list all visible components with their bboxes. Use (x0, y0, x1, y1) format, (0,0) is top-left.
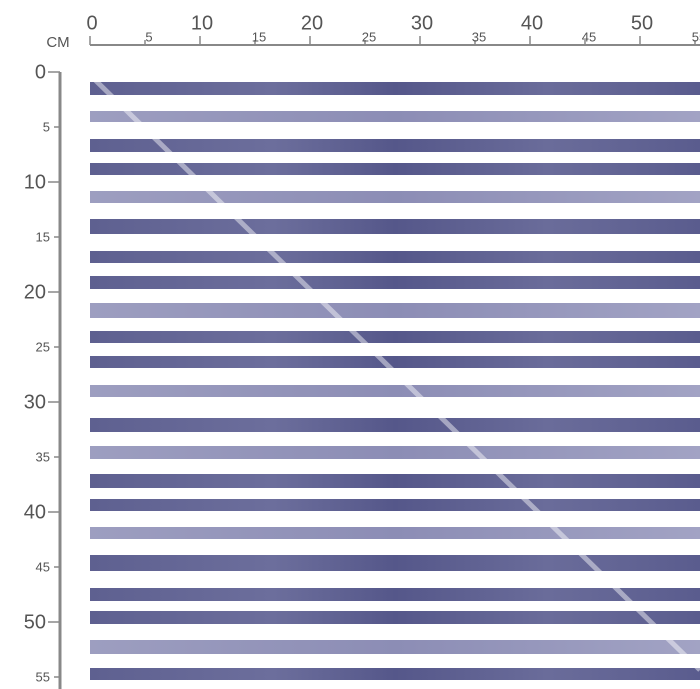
y-tick-label: 45 (36, 559, 50, 574)
stripe (90, 640, 700, 654)
stripe (90, 474, 700, 488)
y-tick-label: 5 (43, 119, 50, 134)
stripe (90, 163, 700, 175)
stripe-pattern (90, 82, 700, 680)
y-tick-label: 10 (24, 171, 46, 193)
y-tick-label: 0 (35, 61, 46, 83)
stripe (90, 446, 700, 459)
stripe (90, 356, 700, 368)
x-tick-label: 45 (582, 29, 596, 44)
stripe (90, 219, 700, 234)
unit-label: CM (46, 34, 69, 51)
y-tick-label: 55 (36, 669, 50, 684)
stripe (90, 418, 700, 432)
stripe (90, 191, 700, 203)
x-tick-label: 35 (472, 29, 486, 44)
stripe (90, 303, 700, 318)
x-tick-label: 20 (301, 12, 323, 34)
y-tick-label: 35 (36, 449, 50, 464)
y-tick-label: 40 (24, 501, 46, 523)
y-tick-label: 30 (24, 391, 46, 413)
stripe (90, 668, 700, 680)
x-tick-label: 40 (521, 12, 543, 34)
stripe (90, 385, 700, 397)
x-tick-label: 25 (362, 29, 376, 44)
y-tick-label: 20 (24, 281, 46, 303)
x-tick-label: 15 (252, 29, 266, 44)
stripe (90, 611, 700, 624)
x-tick-label: 30 (411, 12, 433, 34)
x-tick-label: 55 (692, 29, 700, 44)
y-tick-label: 50 (24, 611, 46, 633)
stripe (90, 588, 700, 601)
x-tick-label: 50 (631, 12, 653, 34)
fold-highlight (88, 73, 700, 672)
stripe (90, 499, 700, 511)
ruler-ticks: 0 5 10 15 20 25 30 35 40 45 50 55 0 5 10 15 20 25 30 35 40 45… (24, 12, 700, 684)
stripe (90, 555, 700, 571)
stripe (90, 331, 700, 343)
stripe (90, 82, 700, 95)
stripe (90, 111, 700, 122)
stripe (90, 527, 700, 539)
x-tick-label: 10 (191, 12, 213, 34)
stripe (90, 276, 700, 289)
x-tick-label: 0 (86, 12, 97, 34)
y-tick-label: 25 (36, 339, 50, 354)
y-tick-label: 15 (36, 229, 50, 244)
stripe (90, 139, 700, 152)
x-tick-label: 5 (145, 29, 152, 44)
stripe (90, 251, 700, 263)
